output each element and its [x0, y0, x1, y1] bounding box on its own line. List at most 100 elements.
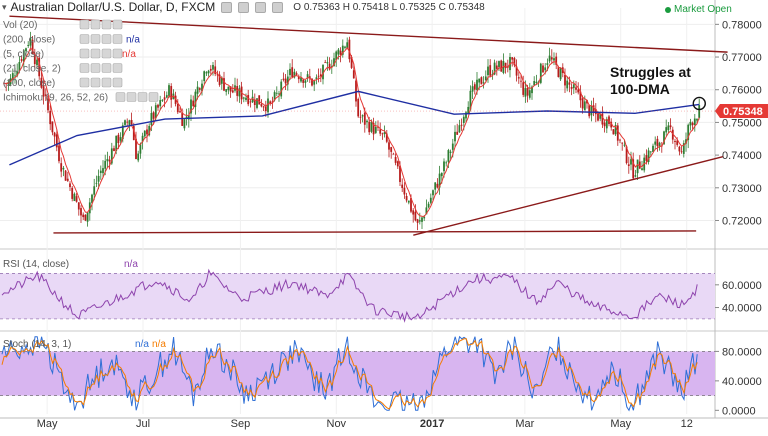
indicator-control-icon[interactable]	[112, 48, 123, 59]
indicator-label[interactable]: (21, close, 2)	[3, 64, 61, 75]
indicator-control-icon[interactable]	[90, 19, 101, 30]
trendline-support[interactable]	[413, 156, 724, 236]
candle-body	[128, 120, 131, 125]
candle-body	[687, 124, 690, 141]
candle-body	[249, 101, 252, 103]
indicator-control-icon[interactable]	[112, 63, 123, 73]
candle-body	[231, 90, 234, 93]
candle-body	[524, 88, 527, 97]
candle-body	[399, 165, 401, 182]
candle-body	[645, 155, 648, 161]
close-icon[interactable]	[255, 1, 267, 13]
candle-body	[324, 62, 327, 63]
annotation-line2: 100-DMA	[610, 81, 670, 97]
candle-body	[603, 122, 606, 127]
indicator-control-icon[interactable]	[101, 48, 112, 59]
candle-body	[504, 62, 507, 69]
indicator-control-icon[interactable]	[112, 34, 123, 44]
candle-body	[517, 77, 520, 79]
candle-body	[432, 190, 434, 196]
trendline-horizontal[interactable]	[53, 230, 697, 234]
more-icon[interactable]	[272, 1, 284, 13]
candle-body	[99, 170, 102, 174]
indicator-label[interactable]: Vol (20)	[3, 20, 37, 31]
indicator-control-icon[interactable]	[79, 34, 90, 44]
candle-body	[513, 58, 516, 66]
candle-body	[146, 129, 148, 135]
candle-body	[493, 62, 496, 75]
stoch-label[interactable]: Stoch (14, 3, 1)	[3, 339, 71, 350]
candle-body	[396, 161, 399, 167]
indicator-control-icon[interactable]	[79, 77, 90, 88]
indicator-control-icon[interactable]	[90, 63, 101, 73]
candle-body	[663, 131, 665, 145]
indicator-control-icon[interactable]	[79, 48, 90, 59]
indicator-control-icon[interactable]	[101, 77, 112, 88]
candle-body	[304, 80, 307, 83]
candle-body	[124, 120, 126, 125]
candle-body	[187, 114, 190, 120]
candle-body	[555, 56, 558, 65]
candle-body	[619, 139, 621, 141]
indicator-control-icon[interactable]	[79, 63, 90, 73]
candle-body	[390, 147, 393, 152]
candle-body	[379, 129, 382, 134]
candle-body	[216, 74, 219, 76]
rsi-line	[1, 268, 698, 323]
indicator-label[interactable]: (200, close)	[3, 35, 55, 46]
candle-body	[207, 70, 210, 74]
candle-body	[214, 66, 217, 75]
price-tick-label: 0.77000	[722, 52, 762, 64]
candle-body	[115, 135, 118, 151]
indicator-control-icon[interactable]	[90, 34, 101, 44]
candle-body	[192, 100, 195, 107]
legend-toggle-icon[interactable]: ▾	[2, 1, 7, 12]
candle-body	[42, 86, 45, 97]
candle-body	[119, 137, 122, 141]
candle-body	[528, 90, 531, 98]
indicator-control-icon[interactable]	[101, 19, 112, 30]
trendline-resistance[interactable]	[9, 15, 728, 53]
eye-icon[interactable]	[221, 1, 233, 13]
candle-body	[53, 132, 56, 137]
candle-body	[313, 81, 316, 85]
candle-body	[212, 64, 214, 70]
price-tick-label: 0.72000	[722, 215, 762, 227]
candle-body	[97, 175, 100, 182]
indicator-control-icon[interactable]	[101, 63, 112, 73]
candle-body	[570, 87, 573, 89]
candle-body	[60, 163, 63, 172]
candle-body	[44, 94, 47, 96]
settings-icon[interactable]	[238, 1, 250, 13]
candle-body	[297, 76, 300, 80]
candle-body	[608, 116, 610, 124]
indicator-control-icon[interactable]	[79, 19, 90, 30]
candle-body	[108, 159, 111, 162]
candle-body	[282, 78, 285, 80]
indicator-control-icon[interactable]	[112, 77, 123, 88]
indicator-label[interactable]: (100, close)	[3, 78, 55, 89]
candle-body	[137, 153, 140, 161]
rsi-label[interactable]: RSI (14, close)	[3, 259, 69, 270]
candle-body	[69, 183, 71, 188]
price-tag-bg	[715, 104, 768, 119]
indicator-control-icon[interactable]	[112, 19, 123, 30]
candle-body	[647, 150, 650, 163]
candle-body	[654, 141, 657, 145]
price-tick-label: 0.78000	[722, 19, 762, 31]
indicator-control-icon[interactable]	[90, 48, 101, 59]
indicator-control-icon[interactable]	[90, 77, 101, 88]
indicator-control-icon[interactable]	[137, 92, 148, 102]
candle-body	[625, 146, 628, 164]
indicator-control-icon[interactable]	[115, 92, 126, 102]
candle-body	[27, 44, 30, 46]
candle-body	[405, 195, 408, 201]
indicator-control-icon[interactable]	[148, 92, 159, 102]
candle-body	[592, 105, 595, 112]
indicator-label[interactable]: (5, close)	[3, 49, 44, 60]
indicator-control-icon[interactable]	[126, 92, 137, 102]
indicator-label[interactable]: Ichimoku (9, 26, 52, 26)	[3, 93, 108, 104]
indicator-control-icon[interactable]	[101, 34, 112, 44]
